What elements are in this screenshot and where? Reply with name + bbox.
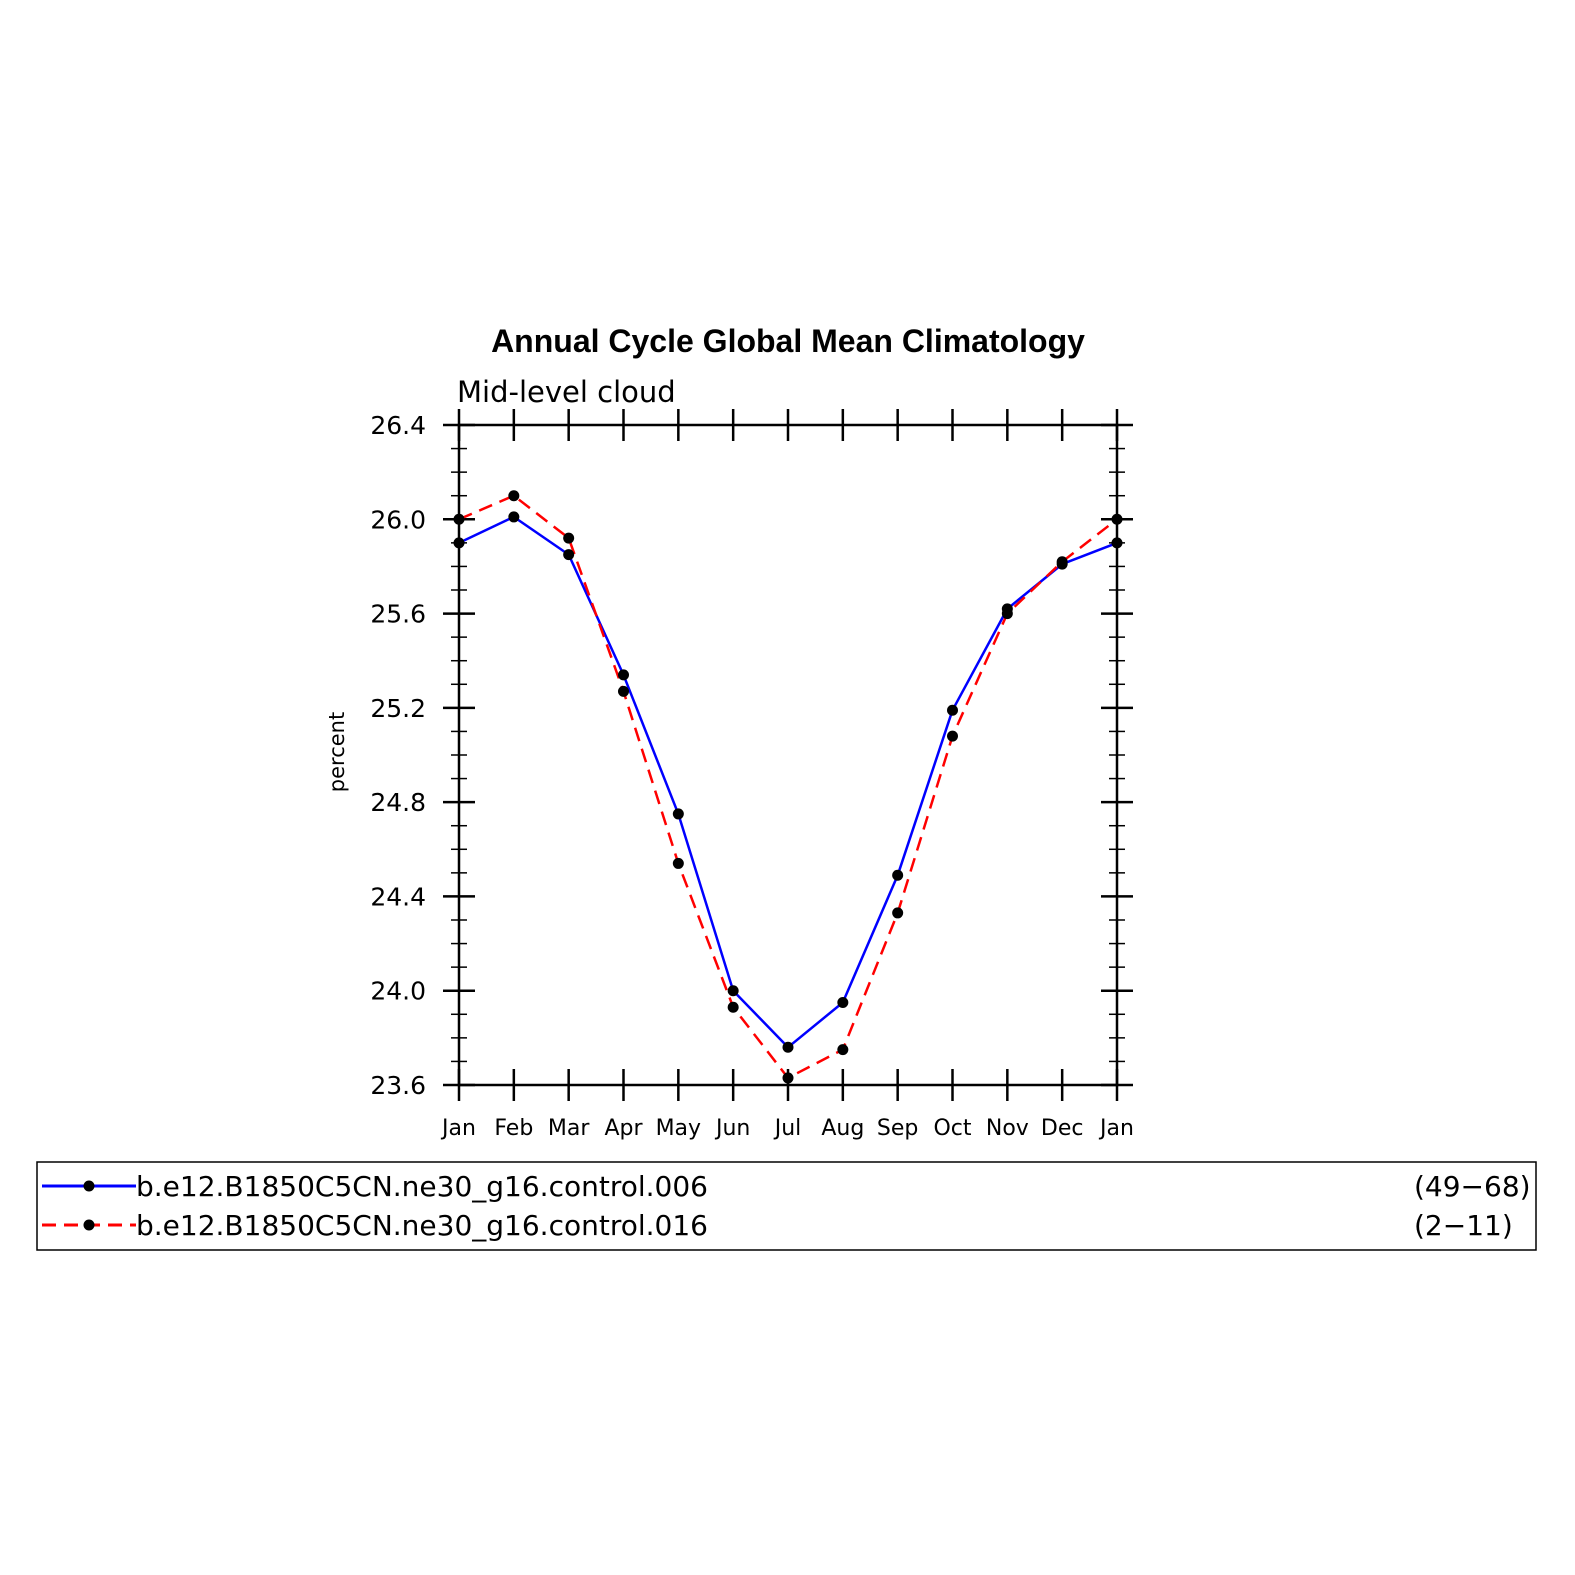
- x-tick-label: Sep: [877, 1116, 918, 1141]
- plot-frame: [457, 423, 1119, 1087]
- legend-item-2: b.e12.B1850C5CN.ne30_g16.control.016 (2−…: [42, 1209, 1513, 1242]
- y-tick-label: 24.4: [370, 882, 426, 911]
- data-point-series-1: [453, 537, 465, 549]
- x-tick-label: Apr: [604, 1116, 643, 1141]
- chart-subtitle: Mid-level cloud: [457, 375, 676, 409]
- y-axis-label: percent: [325, 712, 349, 792]
- data-point-series-1: [727, 985, 739, 997]
- data-point-series-1: [892, 869, 904, 881]
- y-tick-label: 24.8: [370, 788, 426, 817]
- data-point-series-2: [1056, 556, 1068, 568]
- data-point-series-2: [453, 513, 465, 525]
- legend-label-2: b.e12.B1850C5CN.ne30_g16.control.016: [136, 1209, 708, 1242]
- data-point-series-1: [508, 511, 520, 523]
- data-point-series-1: [672, 808, 684, 820]
- legend-box: [36, 1161, 1537, 1251]
- data-point-series-2: [892, 907, 904, 919]
- x-tick-label: Nov: [986, 1116, 1029, 1141]
- legend-item-1: b.e12.B1850C5CN.ne30_g16.control.006 (49…: [42, 1170, 1531, 1203]
- series-layer: [453, 490, 1123, 1084]
- y-tick-label: 23.6: [370, 1071, 426, 1100]
- y-tick-label: 25.6: [370, 600, 426, 629]
- x-tick-label: Mar: [548, 1116, 590, 1141]
- x-tick-label: May: [656, 1116, 701, 1141]
- data-point-series-2: [672, 857, 684, 869]
- legend-marker-1: [83, 1180, 95, 1192]
- legend: b.e12.B1850C5CN.ne30_g16.control.006 (49…: [36, 1161, 1537, 1251]
- y-tick-label: 26.4: [370, 411, 426, 440]
- x-tick-label: Aug: [821, 1116, 864, 1141]
- data-point-series-2: [508, 490, 520, 502]
- legend-years-2: (2−11): [1414, 1209, 1513, 1242]
- data-point-series-2: [1001, 608, 1013, 620]
- legend-marker-2: [83, 1219, 95, 1231]
- data-point-series-2: [837, 1044, 849, 1056]
- series-line-2: [458, 494, 1118, 1080]
- x-tick-label: Jan: [440, 1116, 476, 1141]
- y-tick-label: 26.0: [370, 505, 426, 534]
- data-point-series-1: [563, 549, 575, 561]
- axes: 23.6 24.0 24.4 24.8 25.2 25.6 26.0 26.4 Jan Feb Ma…: [370, 409, 1134, 1141]
- data-point-series-2: [1111, 513, 1123, 525]
- x-tick-label: Jun: [714, 1116, 750, 1141]
- legend-label-1: b.e12.B1850C5CN.ne30_g16.control.006: [136, 1170, 708, 1203]
- data-point-series-1: [618, 669, 629, 681]
- chart-title: Annual Cycle Global Mean Climatology: [491, 323, 1085, 359]
- x-tick-label: Jul: [773, 1116, 802, 1141]
- x-tick-label: Jan: [1098, 1116, 1134, 1141]
- data-point-series-2: [727, 1001, 739, 1013]
- x-tick-label: Oct: [933, 1116, 971, 1141]
- data-point-series-2: [782, 1072, 794, 1084]
- series-line-1: [458, 515, 1118, 1049]
- data-point-series-2: [947, 730, 958, 742]
- data-point-series-2: [563, 532, 575, 544]
- y-tick-label: 25.2: [370, 694, 426, 723]
- data-point-series-1: [1111, 537, 1123, 549]
- data-point-series-1: [782, 1041, 794, 1053]
- x-tick-label: Feb: [494, 1116, 533, 1141]
- data-point-series-1: [947, 704, 958, 716]
- legend-years-1: (49−68): [1414, 1170, 1531, 1203]
- data-point-series-1: [837, 997, 849, 1008]
- x-tick-label: Dec: [1041, 1116, 1084, 1141]
- data-point-series-2: [618, 685, 629, 697]
- y-tick-label: 24.0: [370, 977, 426, 1006]
